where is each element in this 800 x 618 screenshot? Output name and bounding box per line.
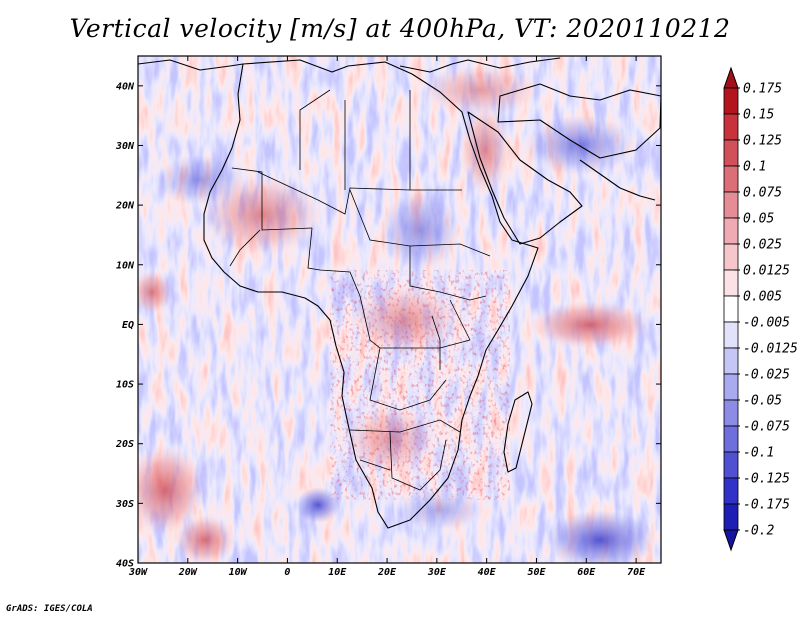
colorbar-swatch (723, 477, 739, 505)
colorbar-swatch (723, 451, 739, 479)
colorbar-swatch (723, 243, 739, 271)
latitude-axis: 40N 30N 20N 10N EQ 10S 20S 30S 40S (115, 81, 661, 570)
lat-tick-label: 40S (116, 559, 134, 570)
colorbar-label: 0.075 (743, 186, 782, 201)
colorbar-swatch (723, 399, 739, 427)
colorbar-swatch (723, 269, 739, 297)
map-frame (137, 55, 662, 564)
colorbar-label: -0.1 (743, 446, 774, 461)
colorbar-label: -0.075 (743, 420, 790, 435)
lon-tick-label: 60E (577, 567, 596, 578)
colorbar-swatch (723, 87, 739, 115)
colorbar-label: 0.15 (743, 108, 774, 123)
lon-tick-label: 50E (527, 567, 546, 578)
lat-tick-label: 30N (115, 141, 135, 152)
map-title: Vertical velocity [m/s] at 400hPa, VT: 2… (69, 14, 731, 43)
colorbar-label: 0.005 (743, 290, 782, 305)
colorbar-swatch (723, 295, 739, 323)
lon-tick-label: 20E (377, 567, 397, 578)
lon-tick-label: 40E (478, 567, 497, 578)
colorbar-swatch (723, 217, 739, 245)
colorbar: 0.175 0.15 0.125 0.1 0.075 0.05 0.025 0.0125 0.0… (723, 66, 798, 552)
colorbar-label: 0.0125 (743, 264, 790, 279)
colorbar-swatch (723, 503, 739, 531)
longitude-axis: 30W 20W 10W 0 10E 20E 30E 40E 50E 60E 70E (128, 56, 646, 578)
colorbar-swatch (723, 373, 739, 401)
colorbar-label: -0.175 (743, 498, 790, 513)
colorbar-swatch (723, 347, 739, 375)
colorbar-label: -0.025 (743, 368, 790, 383)
colorbar-label: 0.025 (743, 238, 782, 253)
colorbar-label: -0.005 (743, 316, 790, 331)
lat-tick-label: 20N (115, 201, 135, 212)
colorbar-label: -0.2 (743, 524, 774, 539)
grads-credit: GrADS: IGES/COLA (6, 604, 93, 614)
colorbar-label: -0.05 (743, 394, 782, 409)
colorbar-label: 0.125 (743, 134, 782, 149)
country-borders (229, 89, 491, 491)
colorbar-swatch (723, 191, 739, 219)
colorbar-label: 0.175 (743, 82, 782, 97)
colorbar-label: 0.05 (743, 212, 774, 227)
colorbar-swatch (723, 113, 739, 141)
lat-tick-label: EQ (122, 320, 134, 331)
lon-tick-label: 0 (284, 567, 290, 578)
lon-tick-label: 30E (427, 567, 447, 578)
colorbar-label: -0.125 (743, 472, 790, 487)
lon-tick-label: 70E (627, 567, 646, 578)
colorbar-swatch (723, 139, 739, 167)
colorbar-swatch (723, 321, 739, 349)
colorbar-top-arrow (723, 66, 739, 89)
lat-tick-label: 20S (115, 439, 134, 450)
colorbar-swatch (723, 165, 739, 193)
colorbar-bottom-arrow (723, 529, 739, 552)
lat-tick-label: 10S (116, 380, 134, 391)
colorbar-swatch (723, 425, 739, 453)
colorbar-label: -0.0125 (743, 342, 798, 357)
lon-tick-label: 30W (128, 567, 148, 578)
vertical-velocity-field (138, 56, 661, 563)
lat-tick-label: 10N (116, 260, 135, 271)
coastlines (138, 57, 661, 529)
lon-tick-label: 10W (229, 567, 248, 578)
lon-tick-label: 10E (328, 567, 347, 578)
lat-tick-label: 40N (116, 81, 135, 92)
colorbar-label: 0.1 (743, 160, 766, 175)
lon-tick-label: 20W (178, 567, 198, 578)
lat-tick-label: 30S (115, 499, 134, 510)
